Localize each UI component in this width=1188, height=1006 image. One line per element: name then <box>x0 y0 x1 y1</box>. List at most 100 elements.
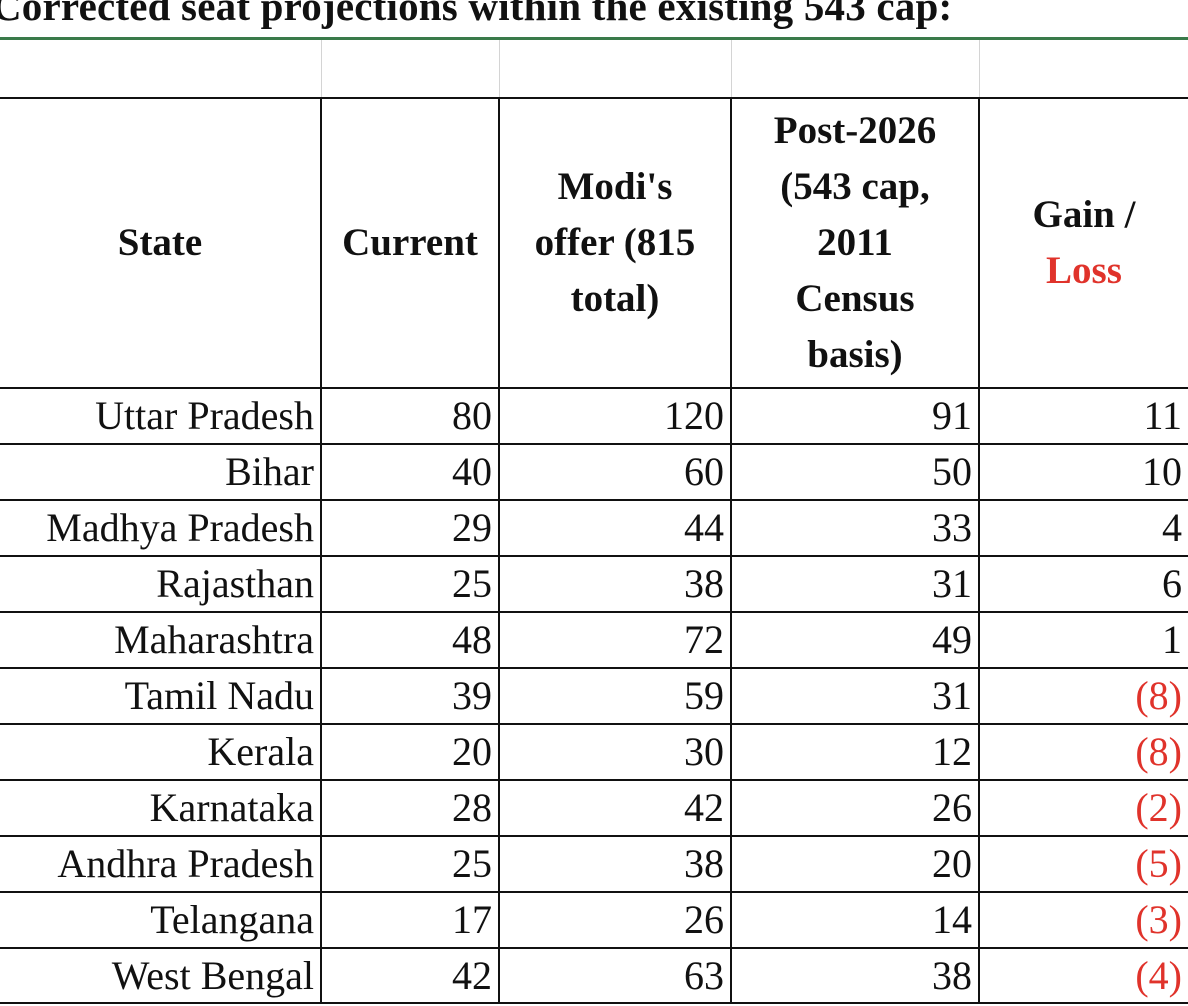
empty-cell[interactable] <box>980 40 1188 97</box>
cell-current[interactable]: 42 <box>322 947 500 1003</box>
cell-gain-loss[interactable]: 4 <box>980 499 1188 555</box>
cell-state-value: Madhya Pradesh <box>46 505 314 550</box>
cell-post-2026[interactable]: 20 <box>732 835 980 891</box>
cell-modis-offer-value: 38 <box>684 561 724 606</box>
cell-modis-offer[interactable]: 42 <box>500 779 732 835</box>
cell-post-2026[interactable]: 38 <box>732 947 980 1003</box>
cell-post-2026[interactable]: 12 <box>732 723 980 779</box>
cell-state-value: Karnataka <box>149 785 314 830</box>
cell-gain-loss[interactable]: (5) <box>980 835 1188 891</box>
cell-gain-loss[interactable]: (8) <box>980 723 1188 779</box>
cell-post-2026-value: 91 <box>932 393 972 438</box>
cell-current[interactable]: 17 <box>322 891 500 947</box>
empty-cell[interactable] <box>500 40 732 97</box>
header-state[interactable]: State <box>0 97 322 387</box>
cell-modis-offer[interactable]: 120 <box>500 387 732 443</box>
cell-post-2026[interactable]: 26 <box>732 779 980 835</box>
header-current[interactable]: Current <box>322 97 500 387</box>
empty-cell[interactable] <box>732 40 980 97</box>
cell-state-value: Rajasthan <box>156 561 314 606</box>
cell-gain-loss-value: (5) <box>1135 841 1182 886</box>
cell-modis-offer[interactable]: 30 <box>500 723 732 779</box>
cell-current[interactable]: 25 <box>322 555 500 611</box>
cell-current[interactable]: 20 <box>322 723 500 779</box>
cell-gain-loss-value: 4 <box>1162 505 1182 550</box>
cell-state[interactable]: Telangana <box>0 891 322 947</box>
cell-current[interactable]: 28 <box>322 779 500 835</box>
cell-modis-offer-value: 42 <box>684 785 724 830</box>
cell-state[interactable]: Uttar Pradesh <box>0 387 322 443</box>
cell-post-2026[interactable]: 31 <box>732 555 980 611</box>
cell-state[interactable]: West Bengal <box>0 947 322 1003</box>
cell-post-2026-value: 26 <box>932 785 972 830</box>
cell-current-value: 39 <box>452 673 492 718</box>
cell-current-value: 25 <box>452 841 492 886</box>
cell-current[interactable]: 39 <box>322 667 500 723</box>
cell-current[interactable]: 25 <box>322 835 500 891</box>
cell-post-2026[interactable]: 33 <box>732 499 980 555</box>
cell-state-value: Telangana <box>150 897 314 942</box>
cell-gain-loss[interactable]: 10 <box>980 443 1188 499</box>
header-post-line: 2011 <box>817 221 893 264</box>
cell-gain-loss-value: (2) <box>1135 785 1182 830</box>
cell-modis-offer[interactable]: 59 <box>500 667 732 723</box>
header-modis-offer[interactable]: Modi's offer (815 total) <box>500 97 732 387</box>
cell-state[interactable]: Kerala <box>0 723 322 779</box>
header-post-line: Post-2026 <box>773 109 937 152</box>
cell-current[interactable]: 48 <box>322 611 500 667</box>
cell-post-2026[interactable]: 50 <box>732 443 980 499</box>
cell-post-2026[interactable]: 31 <box>732 667 980 723</box>
spreadsheet-grid: State Current Modi's offer (815 total) P… <box>0 40 1188 1006</box>
cell-modis-offer[interactable]: 72 <box>500 611 732 667</box>
cell-state-value: Maharashtra <box>114 617 314 662</box>
cell-gain-loss[interactable]: 1 <box>980 611 1188 667</box>
header-post-2026[interactable]: Post-2026 (543 cap, 2011 Census basis) <box>732 97 980 387</box>
cell-modis-offer[interactable]: 44 <box>500 499 732 555</box>
cell-gain-loss[interactable]: 6 <box>980 555 1188 611</box>
cell-state[interactable]: Tamil Nadu <box>0 667 322 723</box>
cell-post-2026-value: 50 <box>932 449 972 494</box>
cell-modis-offer[interactable]: 60 <box>500 443 732 499</box>
cell-current[interactable]: 40 <box>322 443 500 499</box>
empty-cell[interactable] <box>0 40 322 97</box>
cell-gain-loss[interactable]: (8) <box>980 667 1188 723</box>
cell-current-value: 42 <box>452 953 492 998</box>
table-bottom-border <box>0 1002 1188 1004</box>
cell-current-value: 28 <box>452 785 492 830</box>
cell-modis-offer[interactable]: 63 <box>500 947 732 1003</box>
cell-post-2026-value: 33 <box>932 505 972 550</box>
cell-gain-loss[interactable]: (4) <box>980 947 1188 1003</box>
cell-gain-loss-value: (8) <box>1135 673 1182 718</box>
cell-gain-loss[interactable]: (2) <box>980 779 1188 835</box>
cell-modis-offer-value: 59 <box>684 673 724 718</box>
cell-state[interactable]: Maharashtra <box>0 611 322 667</box>
cell-modis-offer-value: 38 <box>684 841 724 886</box>
cell-state-value: Uttar Pradesh <box>95 393 314 438</box>
cell-gain-loss[interactable]: (3) <box>980 891 1188 947</box>
cell-gain-loss-value: 6 <box>1162 561 1182 606</box>
cell-modis-offer[interactable]: 38 <box>500 835 732 891</box>
cell-post-2026-value: 49 <box>932 617 972 662</box>
cell-gain-loss-value: 1 <box>1162 617 1182 662</box>
cell-gain-loss-value: (3) <box>1135 897 1182 942</box>
header-state-label: State <box>117 221 203 264</box>
cell-modis-offer[interactable]: 26 <box>500 891 732 947</box>
cell-state[interactable]: Bihar <box>0 443 322 499</box>
cell-state[interactable]: Karnataka <box>0 779 322 835</box>
cell-state[interactable]: Madhya Pradesh <box>0 499 322 555</box>
cell-post-2026[interactable]: 49 <box>732 611 980 667</box>
cell-modis-offer[interactable]: 38 <box>500 555 732 611</box>
cell-current-value: 80 <box>452 393 492 438</box>
cell-state[interactable]: Rajasthan <box>0 555 322 611</box>
cell-post-2026[interactable]: 91 <box>732 387 980 443</box>
cell-gain-loss[interactable]: 11 <box>980 387 1188 443</box>
empty-cell[interactable] <box>322 40 500 97</box>
cell-state[interactable]: Andhra Pradesh <box>0 835 322 891</box>
cell-post-2026[interactable]: 14 <box>732 891 980 947</box>
header-gain-loss[interactable]: Gain / Loss <box>980 97 1188 387</box>
cell-current[interactable]: 80 <box>322 387 500 443</box>
header-post-line: (543 cap, <box>780 165 930 208</box>
header-gain-line: Gain / <box>1032 193 1136 236</box>
cell-current[interactable]: 29 <box>322 499 500 555</box>
title-underline <box>0 37 1188 40</box>
